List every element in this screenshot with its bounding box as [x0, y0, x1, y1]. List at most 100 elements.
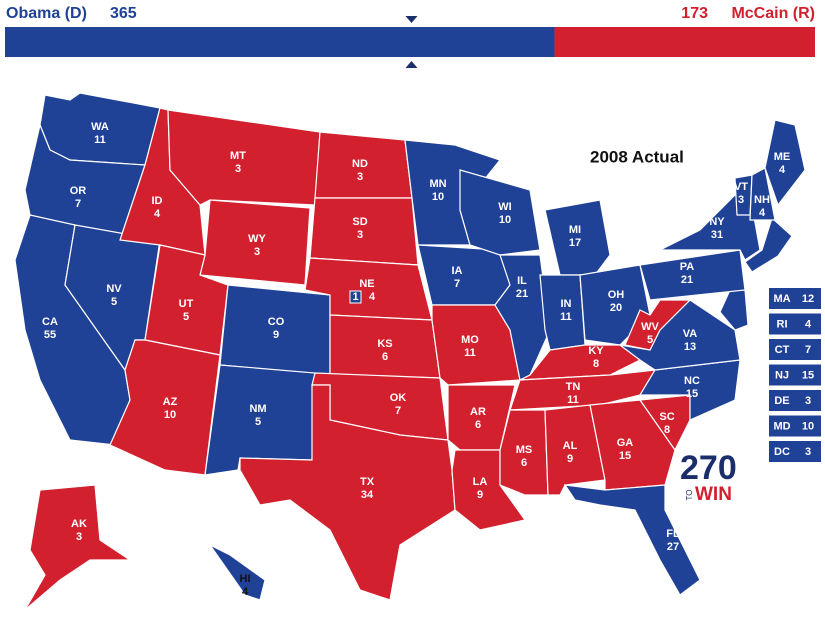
state-votes: 3	[738, 194, 744, 206]
state-abbr: OR	[70, 185, 87, 197]
state-abbr: ME	[774, 151, 791, 163]
small-state-box	[769, 313, 821, 335]
state-votes: 5	[183, 311, 189, 323]
state	[639, 249, 746, 301]
small-state-abbr: DC	[774, 446, 790, 458]
state-abbr: ND	[352, 158, 368, 170]
state	[764, 119, 806, 207]
state	[239, 384, 456, 601]
state-votes: 7	[454, 278, 460, 290]
state-votes: 10	[499, 214, 511, 226]
state-abbr: UT	[179, 298, 194, 310]
state-votes: 20	[610, 302, 622, 314]
state-abbr: SD	[352, 216, 367, 228]
logo-to: TO	[685, 490, 694, 501]
state	[309, 197, 419, 266]
small-state-votes: 10	[802, 420, 814, 432]
state-votes: 3	[254, 246, 260, 258]
state-votes: 21	[516, 288, 528, 300]
dem-votes: 365	[110, 5, 137, 22]
state-votes: 6	[382, 351, 388, 363]
state-votes: 9	[273, 329, 279, 341]
state-abbr: NM	[249, 403, 266, 415]
win-marker-top	[405, 16, 418, 23]
state-abbr: CA	[42, 316, 58, 328]
state-abbr: NV	[106, 283, 122, 295]
state-abbr: MN	[429, 178, 446, 190]
state-votes: 5	[255, 416, 261, 428]
state-abbr: AL	[563, 440, 578, 452]
state-abbr: WI	[498, 201, 511, 213]
state	[749, 167, 776, 221]
state-abbr: VA	[683, 328, 698, 340]
state-votes: 4	[779, 164, 786, 176]
state-votes: 5	[647, 334, 653, 346]
state-votes: 11	[464, 347, 476, 359]
state-abbr: KS	[377, 338, 392, 350]
state-votes: 21	[681, 274, 693, 286]
small-state-votes: 3	[805, 395, 811, 407]
small-state-votes: 3	[805, 446, 811, 458]
state-abbr: WY	[248, 233, 266, 245]
rep-bar	[554, 27, 815, 57]
state-votes: 34	[361, 489, 374, 501]
state-abbr: CO	[268, 316, 285, 328]
small-state-votes: 15	[802, 369, 814, 381]
small-state-votes: 4	[805, 318, 812, 330]
state-votes: 6	[475, 419, 481, 431]
map-title: 2008 Actual	[590, 147, 684, 166]
small-state-box	[769, 415, 821, 437]
state-abbr: AR	[470, 406, 486, 418]
state-votes: 5	[111, 296, 117, 308]
small-state-box	[769, 339, 821, 360]
state-abbr: MI	[569, 224, 581, 236]
state	[24, 484, 132, 611]
state-abbr: MT	[230, 150, 246, 162]
state-abbr: TX	[360, 476, 375, 488]
state-votes: 6	[521, 457, 527, 469]
state-votes: 3	[76, 531, 82, 543]
rep-name: McCain (R)	[731, 5, 815, 22]
state-abbr: NE	[359, 278, 374, 290]
small-state-abbr: MD	[773, 420, 790, 432]
state-abbr: NY	[709, 216, 725, 228]
state-abbr: WA	[91, 121, 109, 133]
state-abbr: AZ	[163, 396, 178, 408]
state	[624, 299, 692, 351]
state-abbr: OH	[608, 289, 625, 301]
state-votes: 55	[44, 329, 56, 341]
state-abbr: MS	[516, 444, 533, 456]
state-votes: 4	[154, 208, 161, 220]
state-abbr: MO	[461, 334, 479, 346]
state-votes: 9	[567, 453, 573, 465]
dem-name: Obama (D)	[6, 5, 87, 22]
state	[659, 194, 761, 261]
state-abbr: GA	[617, 437, 634, 449]
state-votes: 3	[235, 163, 241, 175]
state-votes: 11	[94, 134, 106, 146]
state-votes: 10	[432, 191, 444, 203]
state-abbr: AK	[71, 518, 87, 530]
new-england-small	[744, 216, 793, 273]
state-abbr: IN	[561, 298, 572, 310]
state-votes: 15	[619, 450, 631, 462]
state-abbr: SC	[659, 411, 674, 423]
small-state-votes: 7	[805, 344, 811, 356]
state-votes: 3	[357, 229, 363, 241]
state-votes: 13	[684, 341, 696, 353]
state-votes: 9	[477, 489, 483, 501]
small-state-abbr: MA	[773, 293, 790, 305]
state	[109, 339, 221, 476]
small-state-abbr: RI	[777, 318, 788, 330]
state-votes: 7	[75, 198, 81, 210]
state-votes: 17	[569, 237, 581, 249]
small-state-box	[769, 364, 821, 386]
logo-win: WIN	[695, 484, 732, 505]
state-abbr: NC	[684, 375, 700, 387]
state-abbr: HI	[240, 573, 251, 585]
state	[199, 199, 311, 286]
logo-number: 270	[680, 449, 737, 487]
state	[209, 544, 266, 601]
small-state-abbr: NJ	[775, 369, 789, 381]
